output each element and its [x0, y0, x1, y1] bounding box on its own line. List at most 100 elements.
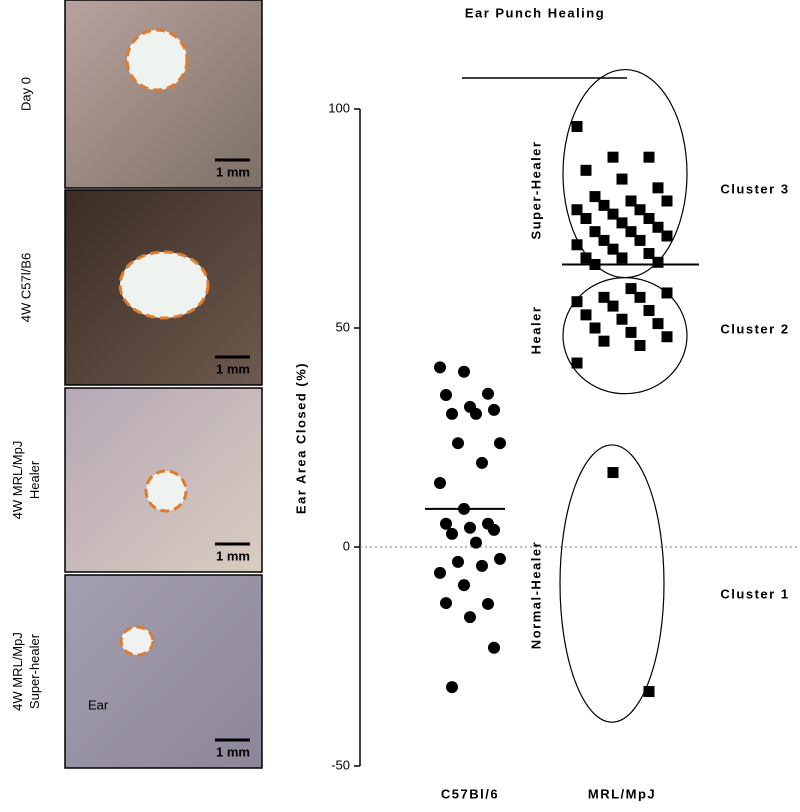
point — [470, 536, 482, 549]
cluster-label: Super-Healer — [528, 141, 543, 240]
point — [580, 213, 592, 224]
point — [616, 173, 628, 185]
punch-hole — [118, 250, 210, 320]
point — [607, 208, 619, 220]
panel-label: Healer — [27, 460, 42, 499]
cluster-ellipse — [559, 444, 665, 723]
point — [598, 199, 610, 211]
point — [643, 213, 655, 224]
photo-note: Ear — [88, 697, 109, 712]
point — [452, 555, 464, 568]
photo — [64, 574, 263, 769]
y-tick-label: 100 — [328, 100, 350, 115]
scale-label: 1 mm — [216, 548, 250, 563]
point — [571, 357, 583, 369]
point — [440, 517, 452, 530]
cluster-label: Healer — [528, 306, 543, 355]
cluster-name: Cluster 1 — [720, 586, 789, 601]
point — [580, 164, 592, 176]
point — [661, 230, 673, 242]
cluster-label: Normal-Healer — [528, 541, 543, 649]
point — [434, 477, 446, 490]
point — [661, 287, 673, 299]
point — [580, 309, 592, 321]
x-tick-label: C57Bl/6 — [441, 786, 499, 801]
point — [488, 523, 500, 536]
point — [607, 243, 619, 255]
x-tick-label: MRL/MpJ — [588, 786, 656, 801]
point — [643, 248, 655, 260]
point — [494, 437, 506, 450]
point — [464, 611, 476, 624]
panel-label: Day 0 — [18, 77, 33, 111]
point — [616, 252, 628, 264]
point — [625, 195, 637, 207]
point — [482, 597, 494, 610]
point — [643, 304, 655, 316]
point — [643, 686, 655, 698]
point — [446, 407, 458, 420]
point — [625, 326, 637, 338]
point — [661, 195, 673, 207]
panel-label: 4W MRL/MpJ — [10, 441, 25, 520]
point — [607, 151, 619, 163]
point — [571, 121, 583, 133]
point — [616, 313, 628, 325]
point — [634, 234, 646, 246]
point — [652, 318, 664, 330]
point — [652, 221, 664, 233]
chart-title: Ear Punch Healing — [465, 5, 605, 20]
point — [589, 226, 601, 238]
y-axis-label: Ear Area Closed (%) — [293, 362, 308, 514]
point — [634, 340, 646, 352]
y-tick-label: 0 — [343, 538, 350, 553]
punch-hole — [125, 28, 189, 92]
point — [434, 566, 446, 579]
point — [661, 331, 673, 343]
point — [440, 389, 452, 402]
punch-hole — [144, 469, 188, 513]
point — [625, 283, 637, 295]
point — [598, 335, 610, 347]
point — [440, 597, 452, 610]
point — [580, 252, 592, 264]
point — [652, 182, 664, 194]
point — [464, 521, 476, 534]
scale-label: 1 mm — [216, 361, 250, 376]
point — [607, 467, 619, 479]
point — [571, 239, 583, 251]
panel-label: Super-healer — [27, 633, 42, 709]
point — [446, 527, 458, 540]
point — [476, 559, 488, 572]
point — [634, 204, 646, 216]
point — [589, 322, 601, 334]
point — [458, 579, 470, 592]
point — [625, 226, 637, 238]
panel-label: 4W C57l/B6 — [18, 253, 33, 322]
point — [434, 361, 446, 374]
scale-label: 1 mm — [216, 744, 250, 759]
point — [476, 456, 488, 469]
point — [643, 151, 655, 163]
point — [458, 365, 470, 378]
point — [571, 204, 583, 216]
point — [589, 191, 601, 203]
point — [488, 403, 500, 416]
point — [482, 387, 494, 400]
point — [494, 552, 506, 565]
point — [452, 437, 464, 450]
point — [571, 296, 583, 308]
point — [607, 300, 619, 312]
scale-label: 1 mm — [216, 164, 250, 179]
panel-label: 4W MRL/MpJ — [10, 632, 25, 711]
point — [446, 681, 458, 694]
point — [488, 641, 500, 654]
y-tick-label: 50 — [336, 319, 350, 334]
point — [634, 291, 646, 303]
cluster-name: Cluster 2 — [720, 321, 789, 336]
y-tick-label: -50 — [331, 757, 350, 772]
cluster-name: Cluster 3 — [720, 181, 789, 196]
point — [616, 217, 628, 229]
point — [598, 291, 610, 303]
